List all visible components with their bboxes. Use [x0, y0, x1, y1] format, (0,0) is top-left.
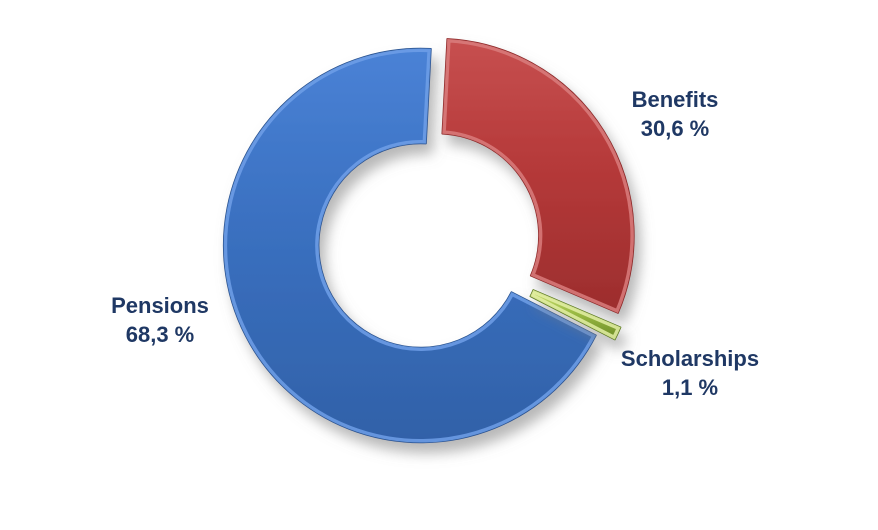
label-benefits: Benefits 30,6 % — [632, 85, 719, 143]
label-pensions-name: Pensions — [111, 292, 209, 318]
slice-scholarships — [529, 289, 622, 341]
label-scholarships-value: 1,1 % — [661, 374, 719, 400]
slice-benefits — [441, 38, 635, 314]
slice-pensions — [222, 47, 597, 444]
label-scholarships: Scholarships 1,1 % — [621, 344, 759, 402]
label-scholarships-name: Scholarships — [620, 345, 760, 371]
label-benefits-value: 30,6 % — [640, 115, 710, 141]
label-pensions: Pensions 68,3 % — [111, 291, 209, 349]
label-benefits-name: Benefits — [631, 86, 719, 112]
label-pensions-value: 68,3 % — [125, 321, 195, 347]
